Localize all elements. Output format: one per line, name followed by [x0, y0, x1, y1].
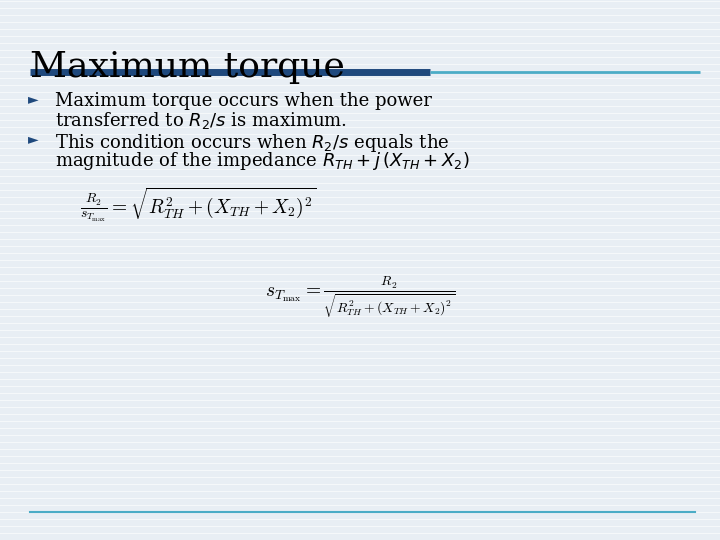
- Text: $s_{T_{\mathrm{max}}} = \frac{R_2}{\sqrt{R_{TH}^2 + (X_{TH} + X_2)^2}}$: $s_{T_{\mathrm{max}}} = \frac{R_2}{\sqrt…: [265, 275, 455, 321]
- Text: This condition occurs when $R_2/s$ equals the: This condition occurs when $R_2/s$ equal…: [55, 132, 449, 154]
- Text: $\frac{R_2}{s_{T_{\mathrm{max}}}} = \sqrt{R_{TH}^2 + (X_{TH} + X_2)^2}$: $\frac{R_2}{s_{T_{\mathrm{max}}}} = \sqr…: [80, 185, 317, 224]
- Text: transferred to $R_2/s$ is maximum.: transferred to $R_2/s$ is maximum.: [55, 110, 347, 131]
- Text: Maximum torque occurs when the power: Maximum torque occurs when the power: [55, 92, 432, 110]
- Text: ►: ►: [28, 132, 39, 146]
- Text: magnitude of the impedance $R_{TH}+j\,(X_{TH}+X_2)$: magnitude of the impedance $R_{TH}+j\,(X…: [55, 150, 469, 172]
- Text: Maximum torque: Maximum torque: [30, 50, 345, 84]
- Text: ►: ►: [28, 92, 39, 106]
